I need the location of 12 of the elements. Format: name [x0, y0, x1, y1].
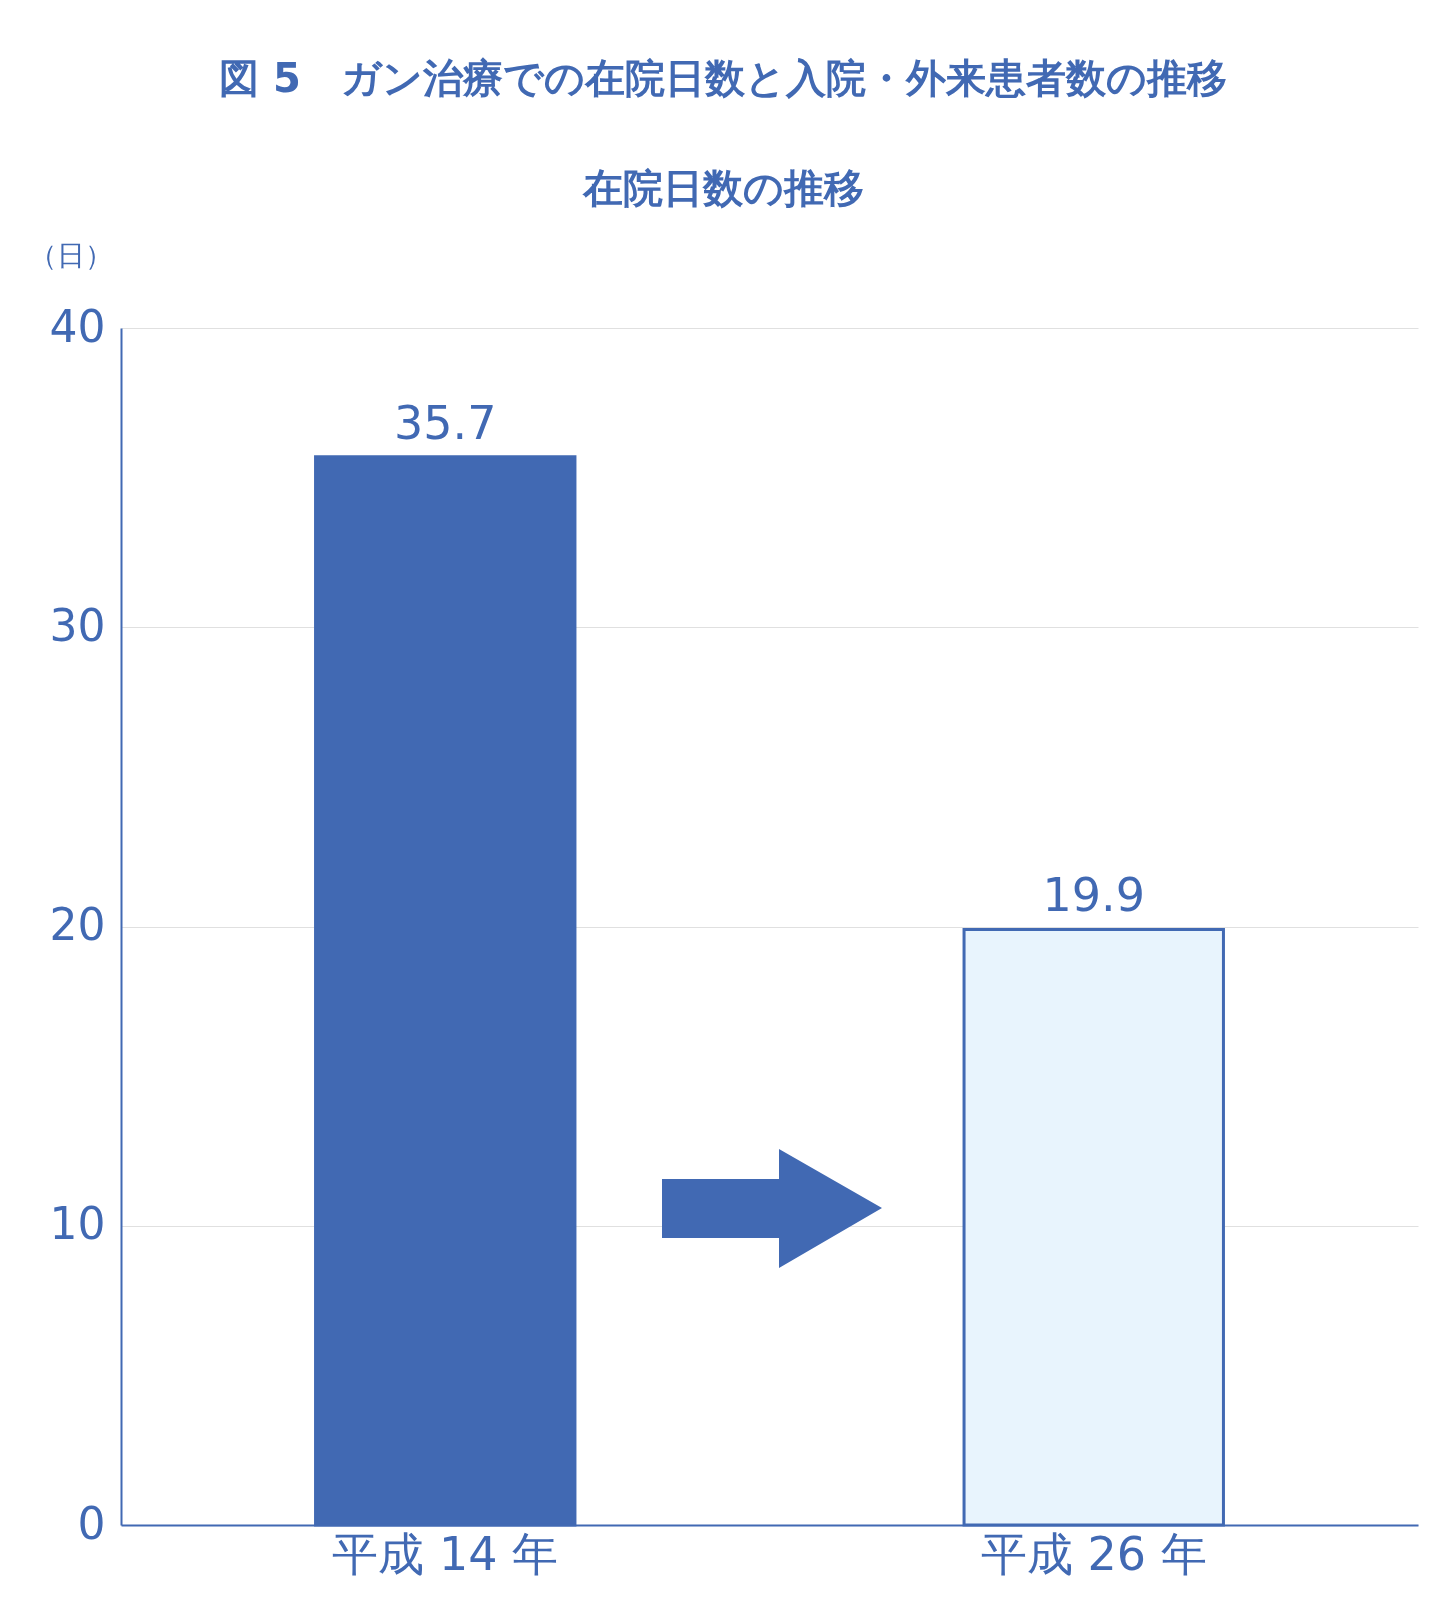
chart-title: 図 5 ガン治療での在院日数と入院・外来患者数の推移	[219, 55, 1227, 101]
data-label: 19.9	[1042, 868, 1145, 923]
data-label: 35.7	[394, 395, 497, 450]
y-tick-label: 0	[77, 1497, 106, 1549]
y-tick-label: 30	[49, 599, 106, 651]
y-tick-label: 20	[49, 899, 106, 950]
chart-subtitle: 在院日数の推移	[581, 165, 864, 211]
x-tick-label: 平成 14 年	[332, 1526, 559, 1581]
y-tick-label: 40	[49, 300, 106, 352]
y-axis-title: （日）	[28, 238, 113, 272]
y-tick-label: 10	[49, 1198, 106, 1250]
x-tick-label: 平成 26 年	[980, 1526, 1207, 1581]
